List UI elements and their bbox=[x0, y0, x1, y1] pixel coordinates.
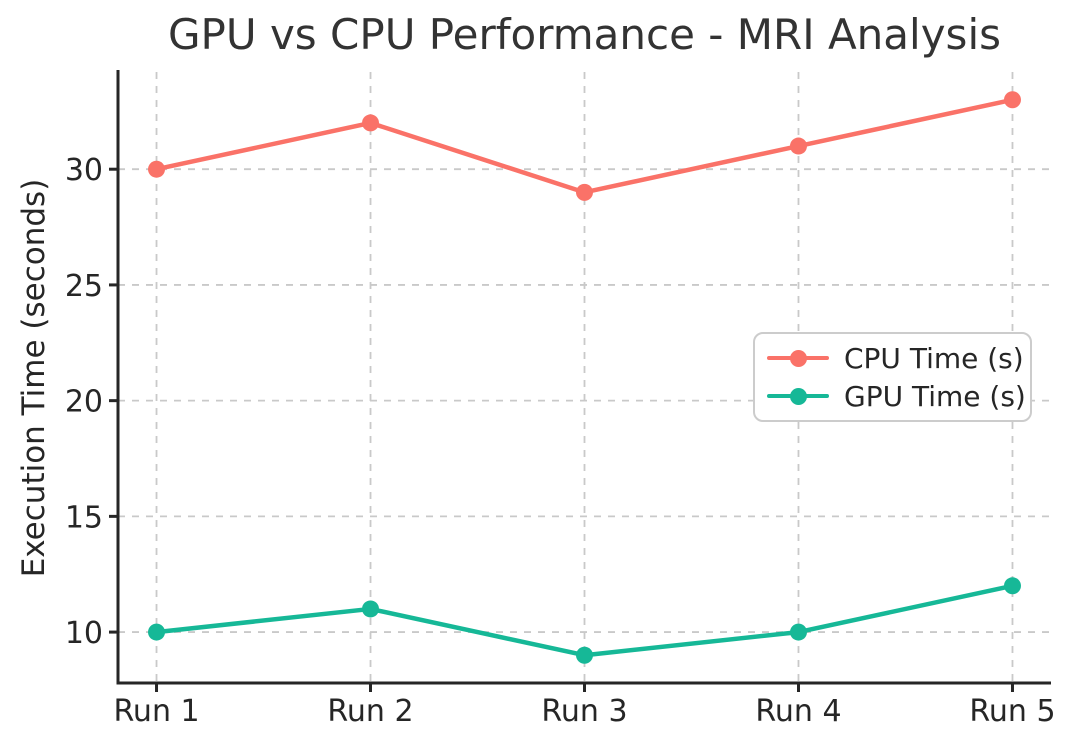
y-axis-label: Execution Time (seconds) bbox=[16, 178, 52, 578]
gpu-data-point-marker bbox=[148, 623, 166, 641]
legend-swatch-cpu bbox=[767, 349, 829, 367]
y-tick-label: 10 bbox=[65, 616, 103, 651]
gpu-data-point-marker bbox=[789, 623, 807, 641]
y-tick-label: 20 bbox=[65, 385, 103, 420]
legend-label-cpu: CPU Time (s) bbox=[844, 341, 1024, 375]
gpu-data-point-marker bbox=[362, 600, 380, 618]
cpu-data-point-marker bbox=[362, 114, 380, 132]
gpu-data-point-marker bbox=[576, 646, 593, 664]
legend: CPU Time (s) GPU Time (s) bbox=[753, 332, 1032, 422]
legend-swatch-gpu bbox=[767, 387, 829, 405]
chart-title: GPU vs CPU Performance - MRI Analysis bbox=[167, 10, 1001, 59]
cpu-data-point-marker bbox=[1003, 91, 1021, 109]
legend-entry-cpu: CPU Time (s) bbox=[767, 339, 1030, 377]
y-tick-label: 15 bbox=[65, 500, 103, 535]
cpu-data-point-marker bbox=[576, 183, 593, 201]
x-tick-label: Run 2 bbox=[327, 694, 413, 729]
x-tick-label: Run 5 bbox=[969, 694, 1055, 729]
y-tick-label: 30 bbox=[65, 153, 103, 188]
cpu-data-point-marker bbox=[789, 137, 807, 155]
gpu-data-point-marker bbox=[1003, 577, 1021, 595]
legend-marker-dot bbox=[789, 387, 807, 405]
legend-entry-gpu: GPU Time (s) bbox=[767, 377, 1030, 415]
legend-label-gpu: GPU Time (s) bbox=[844, 379, 1026, 413]
x-tick-label: Run 1 bbox=[113, 694, 199, 729]
cpu-data-point-marker bbox=[148, 160, 166, 178]
x-tick-label: Run 4 bbox=[755, 694, 841, 729]
y-tick-label: 25 bbox=[65, 269, 103, 304]
x-tick-label: Run 3 bbox=[541, 694, 627, 729]
legend-marker-dot bbox=[789, 349, 807, 367]
